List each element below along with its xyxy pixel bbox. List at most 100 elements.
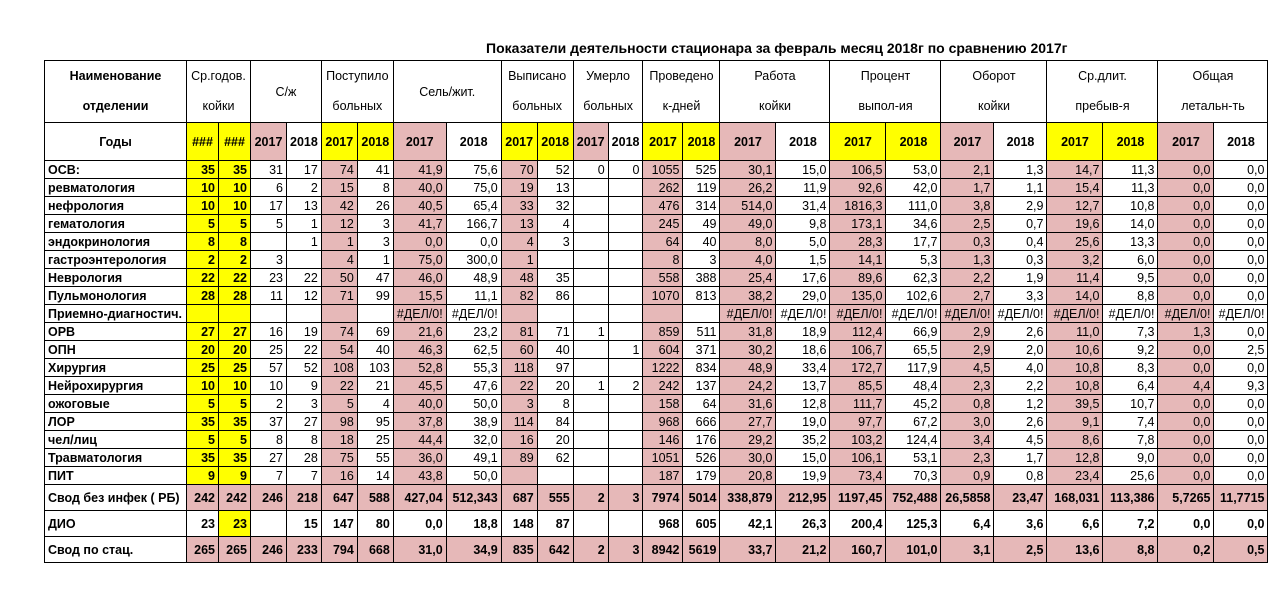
table-cell: 0,0	[1213, 268, 1269, 287]
table-cell: 20,8	[719, 466, 777, 485]
table-cell: 82	[500, 286, 538, 305]
table-cell: 2	[286, 178, 322, 197]
years-label: Годы	[44, 122, 187, 161]
table-cell: 22	[218, 268, 251, 287]
table-cell: 24,2	[719, 376, 777, 395]
header-cell: больных	[500, 90, 574, 123]
table-cell: 246	[250, 536, 287, 563]
table-cell: 6,6	[1046, 510, 1104, 537]
table-cell: 113,386	[1102, 484, 1159, 511]
table-cell: 5	[186, 394, 219, 413]
year-cell: 2017	[250, 122, 287, 161]
table-cell: 8,8	[1102, 286, 1159, 305]
row-name: ПИТ	[44, 466, 187, 485]
header-cell: Сель/жит.	[392, 60, 502, 123]
table-cell	[607, 322, 644, 341]
table-cell: 35	[218, 160, 251, 179]
table-cell: 124,4	[885, 430, 942, 449]
table-cell: 28,3	[829, 232, 887, 251]
table-cell: 39,5	[1046, 394, 1104, 413]
row-name: Приемно-диагностич.	[44, 304, 187, 323]
year-cell: 2018	[1102, 122, 1159, 161]
table-cell: 30,2	[719, 340, 777, 359]
year-cell: 2018	[1213, 122, 1269, 161]
table-cell: 22	[320, 376, 358, 395]
year-cell: 2018	[607, 122, 644, 161]
table-cell: 12	[286, 286, 322, 305]
table-cell: 13	[536, 178, 574, 197]
table-cell: 5619	[682, 536, 721, 563]
table-cell: 246	[250, 484, 287, 511]
table-cell: 47	[356, 268, 394, 287]
table-cell: 8	[536, 394, 574, 413]
table-cell: 17,7	[885, 232, 942, 251]
table-cell: 1,1	[993, 178, 1048, 197]
year-cell: 2017	[642, 122, 684, 161]
table-cell: 3,3	[993, 286, 1048, 305]
years-row: Годы ### ### 2017 2018 2017 2018 2017 2018 2017 20…	[44, 122, 1269, 161]
table-cell: 2,9	[993, 196, 1048, 215]
table-cell: 1,7	[940, 178, 995, 197]
table-cell: 7	[286, 466, 322, 485]
table-cell	[572, 286, 609, 305]
table-cell: 0,0	[1213, 394, 1269, 413]
table-cell: 97,7	[829, 412, 887, 431]
year-cell: 2017	[320, 122, 358, 161]
table-cell: 7,8	[1102, 430, 1159, 449]
table-cell: 13	[500, 214, 538, 233]
table-cell: 40,0	[392, 178, 447, 197]
table-cell: 0,0	[1213, 196, 1269, 215]
table-cell: #ДЕЛ/0!	[775, 304, 831, 323]
table-cell: 0,0	[1213, 412, 1269, 431]
table-cell	[607, 510, 644, 537]
table-cell: 0,3	[940, 232, 995, 251]
table-cell: 25	[356, 430, 394, 449]
table-cell: 22	[500, 376, 538, 395]
table-cell: 0,0	[1157, 232, 1215, 251]
table-cell: 3	[607, 536, 644, 563]
table-cell: 98	[320, 412, 358, 431]
table-cell: 1197,45	[829, 484, 887, 511]
row-name: эндокринология	[44, 232, 187, 251]
table-cell: 27	[186, 322, 219, 341]
table-cell: 99	[356, 286, 394, 305]
table-cell: 106,7	[829, 340, 887, 359]
header-cell: отделении	[44, 90, 187, 123]
table-cell: 95	[356, 412, 394, 431]
table-cell: 18	[320, 430, 358, 449]
table-cell	[607, 232, 644, 251]
table-cell: 46,3	[392, 340, 447, 359]
table-cell: 12,8	[1046, 448, 1104, 467]
table-cell: 9	[186, 466, 219, 485]
table-cell	[572, 430, 609, 449]
table-row: Неврология 22 22 23 22 50 47 46,0 48,9 48 35 558 388…	[44, 268, 1269, 287]
table-cell: 0,0	[1213, 160, 1269, 179]
year-cell: 2018	[885, 122, 942, 161]
report-title: Показатели деятельности стационара за фе…	[486, 40, 1068, 56]
table-cell	[682, 304, 721, 323]
header-cell: Работа	[719, 60, 831, 91]
table-cell: 117,9	[885, 358, 942, 377]
table-cell: 11,3	[1102, 160, 1159, 179]
year-cell: 2017	[940, 122, 995, 161]
table-cell	[500, 466, 538, 485]
table-cell: 9,1	[1046, 412, 1104, 431]
table-cell	[186, 304, 219, 323]
table-cell: 4	[356, 394, 394, 413]
table-cell: 514,0	[719, 196, 777, 215]
table-cell	[607, 286, 644, 305]
header-cell: больных	[320, 90, 394, 123]
table-row: ОСВ: 35 35 31 17 74 41 41,9 75,6 70 52 0 0 1055 525 30,…	[44, 160, 1269, 179]
table-cell	[607, 430, 644, 449]
table-cell: 0,0	[1213, 286, 1269, 305]
table-cell	[572, 340, 609, 359]
table-cell: 35	[186, 160, 219, 179]
table-cell: 13,6	[1046, 536, 1104, 563]
table-row: ПИТ 9 9 7 7 16 14 43,8 50,0 187 179 20,8 19,9 73,4 70,…	[44, 466, 1269, 485]
table-cell: 34,9	[445, 536, 502, 563]
table-cell: 10,7	[1102, 394, 1159, 413]
table-cell: #ДЕЛ/0!	[1102, 304, 1159, 323]
table-cell: 3,6	[993, 510, 1048, 537]
table-cell: 28	[218, 286, 251, 305]
table-cell: 25	[250, 340, 287, 359]
